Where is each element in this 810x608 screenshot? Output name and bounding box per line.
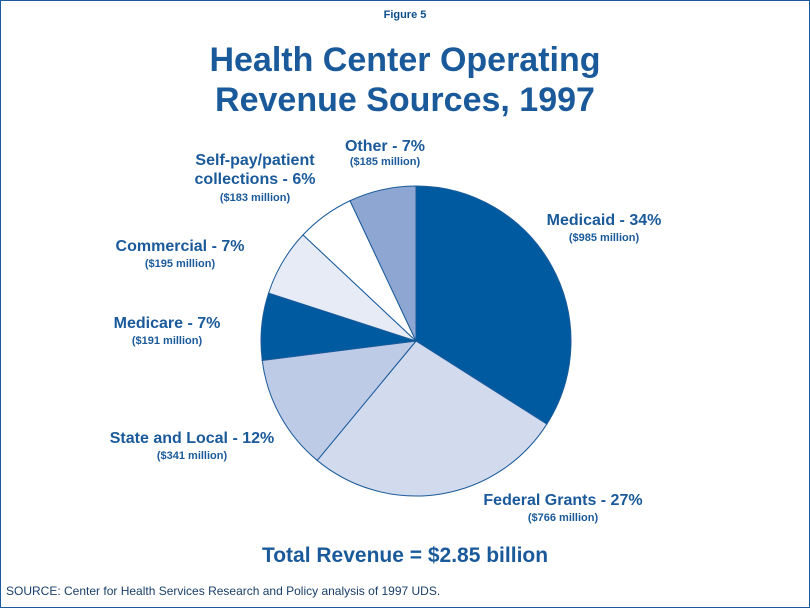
figure-label: Figure 5 (383, 9, 427, 21)
pie-slice (415, 185, 572, 425)
slice-sublabel: ($195 million) (144, 258, 216, 270)
slice-sublabel: ($985 million) (568, 232, 640, 244)
slice-sublabel: ($766 million) (527, 512, 599, 524)
slice-sublabel: ($185 million) (349, 156, 421, 168)
slice-label: Medicare - 7% (113, 315, 221, 332)
pie-slice (349, 185, 417, 342)
slice-label: Commercial - 7% (115, 238, 245, 255)
slice-sublabel: ($191 million) (131, 335, 203, 347)
slice-label: Federal Grants - 27% (483, 492, 643, 509)
chart-title: Health Center Operating Revenue Sources,… (209, 41, 601, 119)
pie-slice (316, 340, 548, 497)
slice-label: Other - 7% (344, 138, 425, 155)
slice-sublabel: ($183 million) (219, 192, 291, 204)
slice-sublabel: ($341 million) (156, 450, 228, 462)
pie-slice (261, 340, 418, 462)
slice-label: Medicaid - 34% (546, 212, 662, 229)
source: SOURCE: Center for Health Services Resea… (6, 584, 441, 598)
slice-label: State and Local - 12% (109, 430, 275, 447)
slice-label: Self-pay/patient collections - 6% (194, 152, 316, 188)
total: Total Revenue = $2.85 billion (261, 544, 549, 567)
